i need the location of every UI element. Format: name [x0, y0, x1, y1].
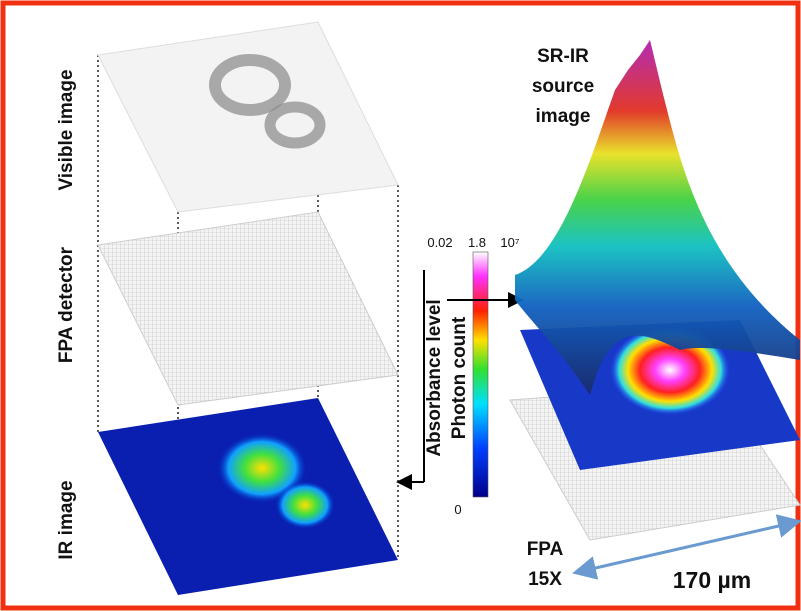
colorbar-label: 1.8: [468, 235, 486, 250]
fpa-label: 15X: [528, 569, 562, 590]
source-label: image: [536, 106, 591, 127]
axis-label: Photon count: [449, 316, 470, 439]
layer-label: IR image: [56, 480, 77, 559]
colorbar-label: 0: [454, 502, 461, 517]
layer-label: Visible image: [56, 69, 77, 190]
colorbar: [473, 252, 488, 497]
figure: Visible image FPA detector IR image 0.02…: [0, 0, 801, 611]
ir-layer: [98, 398, 398, 595]
colorbar-label: 0.02: [427, 235, 452, 250]
scale-label: 170 µm: [673, 567, 751, 593]
source-label: source: [532, 76, 594, 97]
visible-layer: [98, 22, 398, 212]
layer-label: FPA detector: [56, 246, 77, 363]
fpa-layer: [98, 212, 398, 405]
source-label: SR-IR: [537, 46, 589, 67]
axis-label: Absorbance level: [424, 299, 445, 456]
fpa-label: FPA: [527, 539, 564, 560]
colorbar-label: 10⁷: [500, 235, 519, 250]
